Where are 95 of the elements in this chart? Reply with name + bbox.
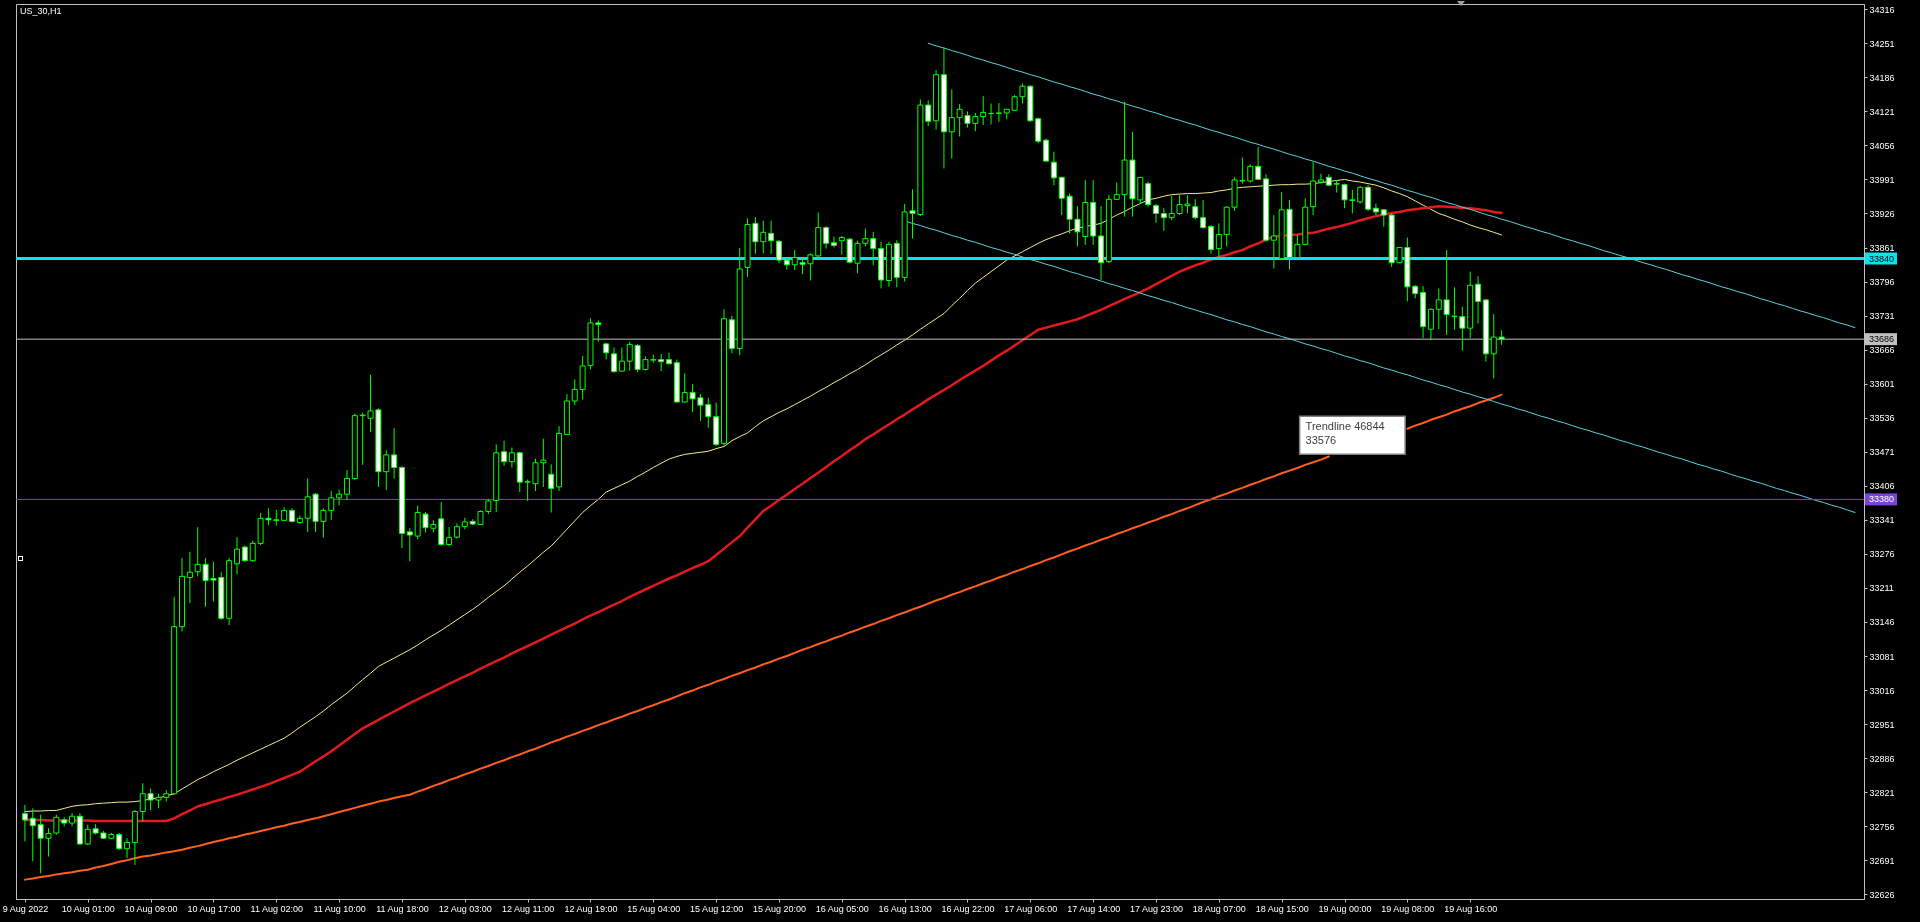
y-tick-label: 33146 — [1869, 617, 1895, 628]
candlestick — [1317, 173, 1324, 185]
candlestick — [1365, 184, 1372, 212]
y-tick-label: 32951 — [1869, 719, 1895, 730]
y-tick-label: 33731 — [1869, 311, 1895, 322]
y-tick-label: 33081 — [1869, 651, 1895, 662]
ref-line-label: 33380 — [1869, 494, 1895, 505]
candlestick — [234, 536, 240, 575]
x-tick-label: 9 Aug 2022 — [2, 903, 49, 914]
candlestick — [775, 239, 782, 264]
candlestick — [1192, 198, 1199, 220]
x-tick-label: 19 Aug 16:00 — [1444, 903, 1498, 914]
x-tick-label: 19 Aug 08:00 — [1381, 903, 1435, 914]
y-tick-label: 33666 — [1869, 345, 1895, 356]
candlestick — [768, 220, 775, 255]
y-tick-label: 32626 — [1869, 889, 1895, 900]
candlestick — [1160, 207, 1167, 232]
y-tick-label: 33341 — [1869, 515, 1895, 526]
candlestick — [1200, 199, 1207, 230]
candlestick — [838, 235, 845, 256]
candlestick — [406, 527, 413, 562]
y-tick-label: 34056 — [1869, 140, 1895, 151]
candlestick — [391, 427, 398, 479]
candlestick — [186, 551, 193, 604]
x-tick-label: 15 Aug 12:00 — [690, 903, 744, 914]
candlestick — [1207, 224, 1214, 255]
candlestick — [343, 469, 350, 501]
y-tick-label: 33406 — [1869, 481, 1895, 492]
x-tick-label: 16 Aug 13:00 — [878, 903, 932, 914]
candlestick — [1475, 275, 1482, 324]
x-tick-label: 10 Aug 17:00 — [187, 903, 241, 914]
x-tick-label: 16 Aug 05:00 — [815, 903, 869, 914]
y-tick-label: 33796 — [1869, 277, 1895, 288]
candlestick — [1255, 146, 1262, 181]
y-tick-label: 34186 — [1869, 72, 1895, 83]
x-tick-label: 18 Aug 15:00 — [1255, 903, 1309, 914]
candlestick — [618, 347, 625, 373]
x-tick-label: 18 Aug 07:00 — [1192, 903, 1246, 914]
x-tick-label: 19 Aug 00:00 — [1318, 903, 1372, 914]
x-tick-label: 11 Aug 02:00 — [250, 903, 303, 914]
x-tick-label: 12 Aug 03:00 — [438, 903, 492, 914]
y-tick-label: 33016 — [1869, 685, 1895, 696]
y-tick-label: 33991 — [1869, 174, 1895, 185]
x-tick-label: 17 Aug 06:00 — [1004, 903, 1058, 914]
candlestick — [1035, 117, 1042, 144]
x-tick-label: 16 Aug 22:00 — [941, 903, 995, 914]
y-tick-label: 33276 — [1869, 549, 1895, 560]
candlestick — [124, 837, 131, 859]
x-tick-label: 17 Aug 14:00 — [1067, 903, 1121, 914]
x-tick-label: 10 Aug 09:00 — [124, 903, 178, 914]
candlestick — [1153, 203, 1159, 224]
x-tick-label: 11 Aug 18:00 — [376, 903, 429, 914]
x-tick-label: 15 Aug 20:00 — [752, 903, 807, 914]
ref-line-label: 33686 — [1869, 334, 1895, 345]
y-tick-label: 33926 — [1869, 208, 1895, 219]
y-tick-label: 34251 — [1869, 38, 1895, 49]
candlestick — [1270, 214, 1277, 269]
candlestick — [995, 102, 1002, 123]
candlestick — [666, 352, 673, 365]
candlestick — [980, 95, 987, 126]
candlestick — [1050, 151, 1057, 186]
y-tick-label: 33601 — [1869, 379, 1895, 390]
x-tick-label: 17 Aug 23:00 — [1129, 903, 1184, 914]
y-tick-label: 32691 — [1869, 855, 1895, 866]
y-tick-label: 34316 — [1869, 4, 1895, 15]
y-tick-label: 33536 — [1869, 413, 1895, 424]
y-tick-label: 33471 — [1869, 447, 1895, 458]
candlestick — [830, 236, 837, 249]
chart-title: US_30,H1 — [20, 6, 62, 16]
candlestick — [1427, 307, 1434, 341]
y-tick-label: 32886 — [1869, 753, 1895, 764]
x-tick-label: 10 Aug 01:00 — [61, 903, 115, 914]
x-tick-label: 12 Aug 11:00 — [501, 903, 555, 914]
ref-line-label: 33840 — [1869, 253, 1895, 264]
y-tick-label: 33861 — [1869, 243, 1895, 254]
y-tick-label: 32756 — [1869, 821, 1895, 832]
candlestick — [548, 463, 555, 514]
candlestick — [1215, 222, 1222, 260]
candlestick — [611, 347, 618, 374]
x-tick-label: 11 Aug 10:00 — [313, 903, 366, 914]
candlestick — [446, 526, 453, 547]
candlestick — [1372, 203, 1379, 216]
candlestick — [823, 225, 830, 250]
candlestick — [501, 440, 508, 467]
y-tick-label: 33211 — [1869, 583, 1894, 594]
x-tick-label: 12 Aug 19:00 — [564, 903, 618, 914]
annotation: Trendline 46844 33576 — [1305, 420, 1385, 447]
y-tick-label: 34121 — [1869, 106, 1895, 117]
candlestick — [1043, 138, 1050, 163]
x-tick-label: 15 Aug 04:00 — [627, 903, 681, 914]
candlestick — [1145, 181, 1152, 208]
line-series — [927, 42, 1856, 329]
y-tick-label: 32821 — [1869, 787, 1895, 798]
candlestick — [21, 804, 28, 842]
candlestick — [508, 447, 515, 468]
